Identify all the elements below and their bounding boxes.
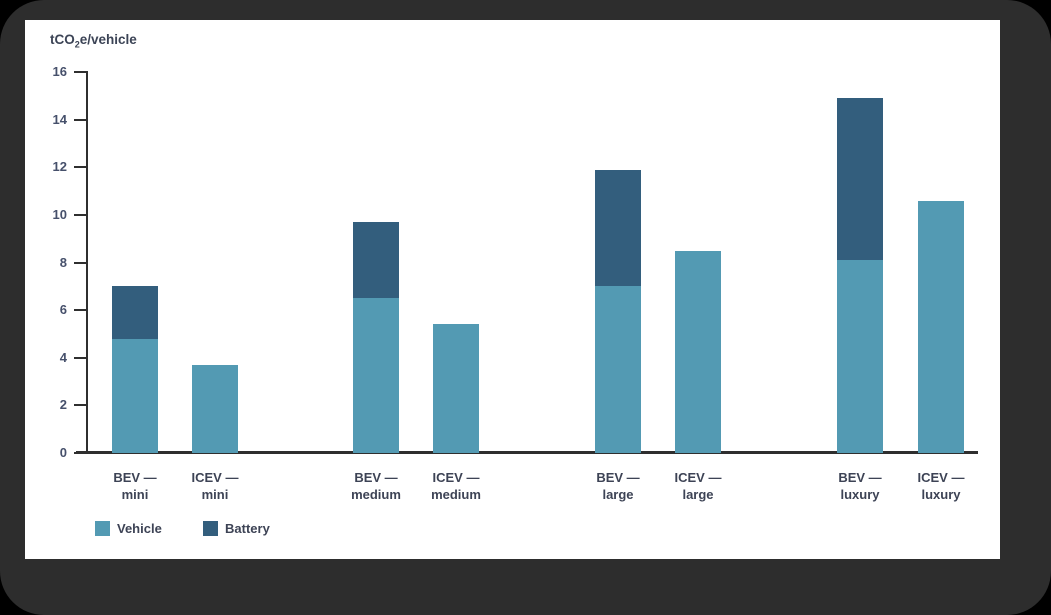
y-axis-tick-label: 2 bbox=[59, 397, 67, 413]
battery-swatch bbox=[203, 521, 218, 536]
vehicle-swatch bbox=[95, 521, 110, 536]
x-axis-label-bev-large: BEV — large bbox=[596, 470, 640, 502]
y-axis-line bbox=[86, 72, 88, 454]
battery-segment bbox=[353, 222, 399, 299]
x-axis-line bbox=[76, 451, 978, 454]
x-axis-labels: BEV — mini ICEV — mini BEV — medium ICEV — medi… bbox=[25, 469, 1000, 509]
vehicle-segment bbox=[918, 200, 964, 453]
bar-bev-mini bbox=[112, 286, 158, 453]
chart-panel: tCO2e/vehicle 0 2 4 6 8 10 12 14 16 BEV — mini ICE… bbox=[25, 20, 1000, 559]
chart-title-sub: 2 bbox=[74, 39, 80, 50]
vehicle-segment bbox=[112, 338, 158, 453]
legend-label-battery: Battery bbox=[225, 521, 270, 536]
bar-icev-mini bbox=[192, 364, 238, 453]
bar-icev-luxury bbox=[918, 200, 964, 453]
y-axis-tick bbox=[74, 404, 88, 407]
x-axis-label-bev-mini: BEV — mini bbox=[113, 470, 157, 502]
y-axis-tick-label: 8 bbox=[59, 254, 67, 270]
x-axis-label-icev-medium: ICEV — medium bbox=[431, 470, 481, 502]
y-axis-tick bbox=[74, 356, 88, 359]
battery-segment bbox=[837, 98, 883, 261]
y-axis-tick bbox=[74, 309, 88, 312]
y-axis-tick-label: 14 bbox=[52, 111, 67, 127]
y-axis-tick bbox=[74, 71, 88, 73]
y-axis-tick-label: 10 bbox=[52, 206, 67, 222]
vehicle-segment bbox=[433, 324, 479, 453]
y-axis-tick-label: 12 bbox=[52, 159, 67, 175]
vehicle-segment bbox=[675, 250, 721, 453]
bar-icev-large bbox=[675, 250, 721, 453]
x-axis-label-bev-luxury: BEV — luxury bbox=[838, 470, 882, 502]
plot-area: 0 2 4 6 8 10 12 14 16 bbox=[25, 64, 1000, 460]
y-axis-tick-label: 6 bbox=[59, 302, 67, 318]
chart-title-pre: tCO bbox=[50, 32, 75, 47]
bar-bev-luxury bbox=[837, 98, 883, 453]
chart-title: tCO2e/vehicle bbox=[50, 32, 137, 50]
vehicle-segment bbox=[192, 364, 238, 453]
chart-title-post: e/vehicle bbox=[79, 32, 137, 47]
y-axis-tick bbox=[74, 213, 88, 216]
y-axis-tick-label: 16 bbox=[52, 64, 67, 79]
x-axis-label-icev-large: ICEV — large bbox=[674, 470, 722, 502]
bar-bev-medium bbox=[353, 222, 399, 453]
vehicle-segment bbox=[837, 260, 883, 453]
y-axis-tick bbox=[74, 118, 88, 121]
vehicle-segment bbox=[353, 298, 399, 453]
y-axis-tick-label: 0 bbox=[59, 445, 67, 460]
bar-icev-medium bbox=[433, 324, 479, 453]
x-axis-label-icev-luxury: ICEV — luxury bbox=[917, 470, 965, 502]
y-axis-tick-label: 4 bbox=[59, 349, 67, 365]
bar-bev-large bbox=[595, 169, 641, 453]
y-axis-tick bbox=[74, 166, 88, 169]
legend-item-battery: Battery bbox=[203, 521, 270, 536]
x-axis-label-icev-mini: ICEV — mini bbox=[191, 470, 239, 502]
legend-label-vehicle: Vehicle bbox=[117, 521, 162, 536]
legend-item-vehicle: Vehicle bbox=[95, 521, 162, 536]
y-axis-tick bbox=[74, 261, 88, 264]
x-axis-label-bev-medium: BEV — medium bbox=[351, 470, 401, 502]
battery-segment bbox=[112, 286, 158, 339]
battery-segment bbox=[595, 169, 641, 287]
vehicle-segment bbox=[595, 286, 641, 453]
